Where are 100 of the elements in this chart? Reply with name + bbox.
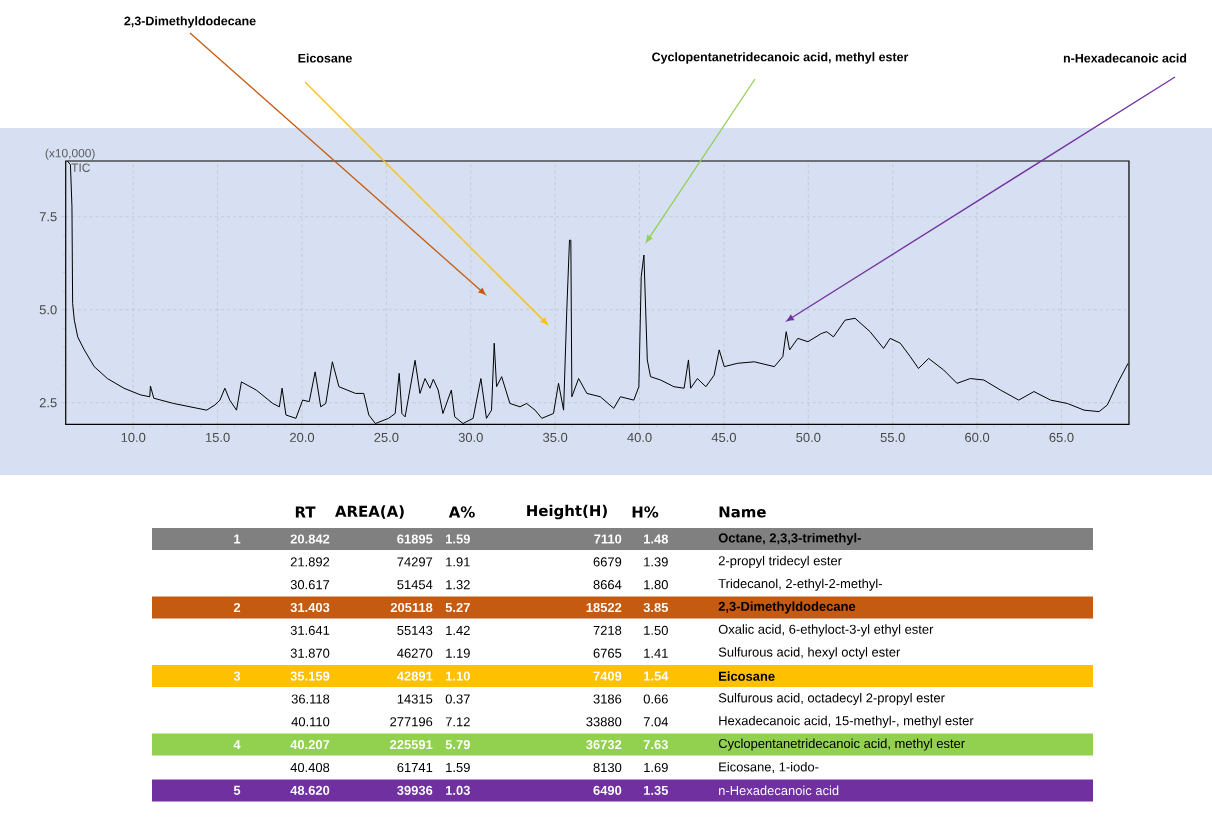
text: 6490: [593, 785, 622, 795]
text: 7218: [593, 625, 622, 635]
text: 1.80: [644, 580, 668, 590]
text: 30.617: [290, 580, 330, 590]
x-tick-label: 55.0: [880, 432, 905, 442]
x-tick-label: 60.0: [965, 432, 990, 442]
text: 36732: [586, 739, 622, 750]
text: 18522: [586, 602, 622, 613]
text: 0.66: [643, 694, 668, 704]
text: 7.63: [643, 739, 668, 750]
text: Tridecanol, 2-ethyl-2-methyl-: [718, 578, 882, 591]
text: 51454: [397, 580, 433, 590]
x-tick-label: 10.0: [121, 432, 146, 442]
text: Eicosane: [298, 53, 352, 63]
text: 1.10: [446, 671, 470, 681]
text: Oxalic acid, 6-ethyloct-3-yl ethyl ester: [718, 624, 934, 637]
text: 21.892: [290, 557, 330, 567]
text: 8664: [593, 580, 622, 590]
text: 40.110: [291, 717, 330, 727]
text: 35.159: [290, 671, 330, 681]
text: 2: [233, 602, 241, 613]
text: 1.59: [446, 762, 470, 773]
y-axis-title: (x10,000): [45, 148, 95, 160]
x-tick-label: 30.0: [458, 432, 483, 442]
text: 1.59: [446, 534, 470, 544]
text: 2,3-Dimethyldodecane: [718, 601, 856, 614]
text: 1: [234, 534, 241, 544]
text: 1.50: [644, 625, 668, 635]
x-tick-label: 15.0: [205, 432, 230, 442]
text: 0.37: [445, 694, 470, 704]
text: 8130: [593, 762, 622, 773]
text: 46270: [397, 648, 433, 658]
text: 1.91: [446, 557, 470, 567]
text: 31.870: [290, 648, 330, 658]
text: Sulfurous acid, octadecyl 2-propyl ester: [718, 692, 945, 706]
text: 5: [233, 785, 241, 795]
text: 4: [233, 740, 241, 750]
text: 1.35: [644, 785, 669, 795]
text: 6679: [593, 557, 622, 567]
text: 42891: [397, 671, 433, 681]
text: 55143: [397, 625, 433, 635]
text: RT: [295, 506, 316, 518]
text: 3: [233, 671, 241, 681]
text: AREA(A): [335, 505, 404, 519]
text: 7110: [594, 534, 622, 544]
x-tick-label: 50.0: [796, 432, 821, 442]
text: Eicosane, 1-iodo-: [719, 761, 819, 774]
text: 205118: [390, 602, 433, 613]
text: 1.41: [644, 648, 668, 658]
text: 48.620: [290, 785, 330, 795]
text: 7.12: [445, 717, 470, 727]
text: Name: [719, 506, 766, 518]
series-label: TIC: [71, 163, 90, 172]
text: Eicosane: [719, 671, 775, 681]
text: n-Hexadecanoic acid: [1063, 53, 1187, 63]
text: 1.03: [446, 785, 470, 795]
text: 20.842: [290, 534, 330, 544]
text: 1.69: [644, 762, 668, 773]
text: 61741: [397, 762, 433, 773]
x-tick-label: 35.0: [543, 432, 568, 442]
text: A%: [448, 506, 475, 518]
text: 3.85: [643, 602, 669, 613]
text: Hexadecanoic acid, 15-methyl-, methyl ester: [719, 715, 974, 728]
text: n-Hexadecanoic acid: [719, 785, 839, 796]
text: 277196: [390, 717, 433, 727]
y-tick-label: 7.5: [39, 212, 57, 222]
text: 2-propyl tridecyl ester: [718, 555, 842, 568]
text: Height(H): [527, 504, 607, 520]
text: 40.207: [290, 740, 330, 750]
text: 7409: [593, 671, 622, 681]
text: 1.48: [644, 534, 669, 544]
text: 1.19: [446, 648, 470, 658]
text: Octane, 2,3,3-trimethyl-: [718, 532, 861, 546]
text: Sulfurous acid, hexyl octyl ester: [718, 647, 901, 660]
text: 61895: [397, 534, 433, 544]
text: 31.403: [290, 602, 330, 613]
y-tick-label: 5.0: [39, 305, 57, 315]
text: 225591: [390, 740, 433, 750]
text: H%: [632, 506, 659, 518]
text: 5.79: [445, 740, 470, 750]
text: 1.32: [446, 580, 470, 590]
text: 5.27: [445, 602, 470, 613]
text: 74297: [397, 557, 433, 567]
x-tick-label: 65.0: [1049, 432, 1074, 442]
text: 39936: [397, 785, 433, 795]
text: 33880: [586, 717, 622, 727]
text: 3186: [593, 694, 622, 704]
text: 31.641: [290, 625, 330, 635]
text: Cyclopentanetridecanoic acid, methyl ester: [652, 52, 909, 64]
text: Cyclopentanetridecanoic acid, methyl ester: [718, 738, 965, 751]
text: 7.04: [643, 717, 669, 727]
x-tick-label: 25.0: [374, 432, 399, 442]
x-tick-label: 20.0: [290, 432, 315, 442]
text: 36.118: [291, 694, 330, 704]
x-tick-label: 40.0: [627, 432, 652, 442]
text: 1.42: [446, 625, 470, 635]
text: 2,3-Dimethyldodecane: [124, 16, 256, 28]
text: 1.39: [644, 557, 668, 567]
y-tick-label: 2.5: [39, 398, 57, 408]
x-tick-label: 45.0: [711, 432, 737, 442]
